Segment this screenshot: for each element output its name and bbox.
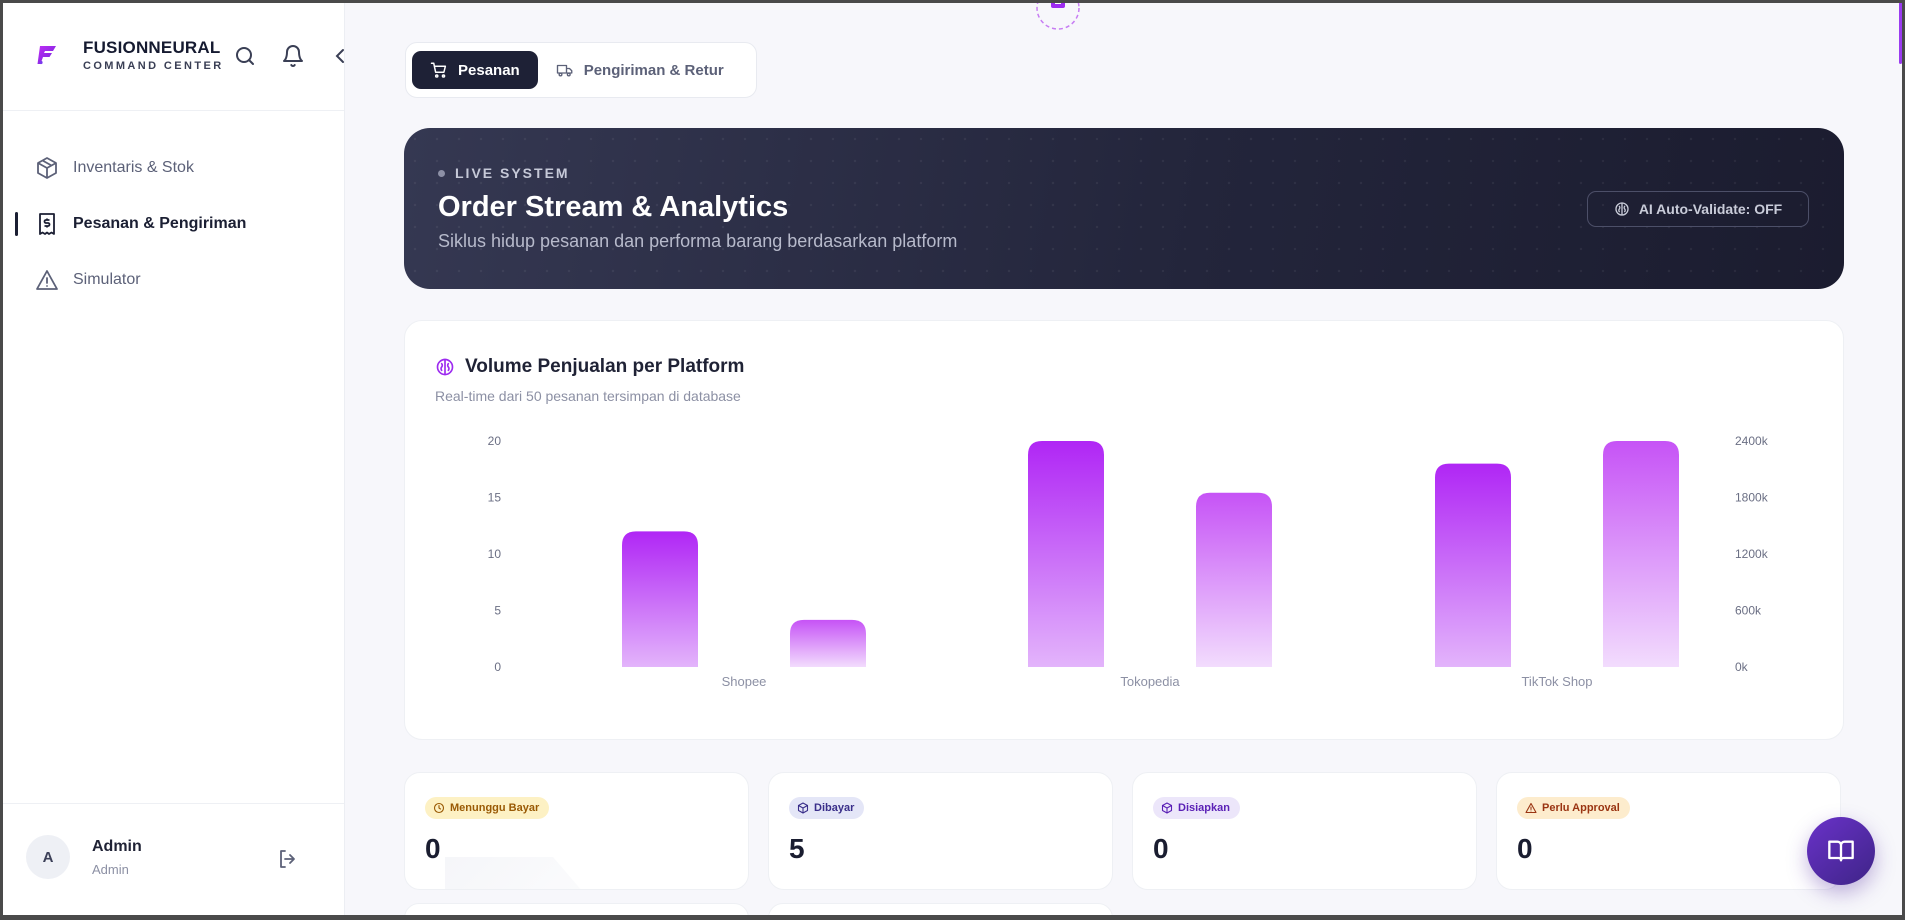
status-badge-label: Disiapkan [1178, 802, 1230, 814]
bar-left-series [622, 531, 698, 667]
search-icon[interactable] [233, 44, 257, 68]
hero-banner: LIVE SYSTEM Order Stream & Analytics Sik… [404, 128, 1844, 289]
logout-icon[interactable] [276, 847, 300, 871]
status-count: 0 [1517, 833, 1533, 864]
sidebar-item-pesanan[interactable]: Pesanan & Pengiriman [0, 196, 345, 252]
sidebar-item-label: Pesanan & Pengiriman [73, 215, 247, 232]
status-badge: Menunggu Bayar [425, 797, 550, 819]
status-badge: Disiapkan [1153, 797, 1240, 819]
chevron-left-icon[interactable] [328, 44, 352, 68]
clock-icon [433, 802, 445, 814]
status-badge-label: Menunggu Bayar [450, 802, 540, 814]
alert-triangle-icon [1525, 802, 1537, 814]
brand-logo-icon [37, 46, 56, 65]
tab-label: Pesanan [458, 61, 520, 79]
bar-right-series [1196, 492, 1272, 667]
status-card[interactable]: Perlu Approval 0 [1496, 772, 1841, 890]
tab-pengiriman-retur[interactable]: Pengiriman & Retur [538, 51, 742, 89]
brand[interactable]: FUSIONNEURAL COMMAND CENTER [35, 38, 224, 72]
y-axis-left-tick-label: 10 [488, 547, 502, 561]
chart-title: Volume Penjualan per Platform [435, 356, 744, 378]
tab-pesanan[interactable]: Pesanan [412, 51, 538, 89]
y-axis-right-tick-label: 2400k [1735, 434, 1769, 448]
status-card[interactable]: Menunggu Bayar 0 [404, 772, 749, 890]
bar-chart: 0 5 10 15 20 0k 600k 1200k 1800k 2400k Shopee Tokop… [488, 434, 1769, 689]
y-axis-left-tick-label: 15 [488, 491, 502, 505]
bar-left-series [1435, 463, 1511, 667]
status-badge: Perlu Approval [1517, 797, 1630, 819]
package-icon [37, 157, 57, 179]
x-axis-category-label: Shopee [722, 674, 767, 689]
user-name: Admin [92, 837, 142, 855]
ai-auto-validate-label: AI Auto-Validate: OFF [1638, 201, 1783, 217]
live-system-indicator: LIVE SYSTEM [438, 165, 570, 181]
x-axis-category-label: Tokopedia [1120, 674, 1180, 689]
chart-subtitle: Real-time dari 50 pesanan tersimpan di d… [435, 388, 741, 404]
box-icon [797, 802, 809, 814]
sidebar-item-label: Inventaris & Stok [73, 159, 194, 176]
status-card[interactable]: Disiapkan 0 [1132, 772, 1477, 890]
cpu-chip-icon [1036, 0, 1080, 30]
ai-auto-validate-toggle[interactable]: AI Auto-Validate: OFF [1587, 191, 1809, 227]
x-axis-category-label: TikTok Shop [1521, 674, 1592, 689]
status-count: 0 [425, 833, 441, 864]
y-axis-right-tick-label: 0k [1735, 660, 1749, 674]
sidebar-item-inventaris[interactable]: Inventaris & Stok [0, 140, 345, 196]
sales-volume-chart-card: Volume Penjualan per Platform Real-time … [404, 320, 1844, 740]
book-icon [1828, 840, 1854, 862]
page-title: Order Stream & Analytics [438, 191, 789, 223]
status-badge-label: Perlu Approval [1542, 802, 1620, 814]
sidebar-item-simulator[interactable]: Simulator [0, 252, 345, 308]
sidebar: FUSIONNEURAL COMMAND CENTER Inventaris &… [0, 0, 345, 920]
sidebar-nav: Inventaris & Stok Pesanan & Pengiriman S… [0, 140, 345, 308]
status-card[interactable]: Dibayar 5 [768, 772, 1113, 890]
guide-book-button[interactable] [1807, 817, 1875, 885]
user-role: Admin [92, 861, 129, 877]
brand-subtitle: COMMAND CENTER [83, 60, 224, 72]
tab-label: Pengiriman & Retur [583, 61, 724, 79]
warning-triangle-icon [36, 270, 58, 290]
tab-bar: Pesanan Pengiriman & Retur [405, 42, 757, 98]
bell-icon[interactable] [281, 44, 305, 68]
cart-icon [430, 62, 447, 78]
y-axis-left-tick-label: 20 [488, 434, 502, 448]
status-badge: Dibayar [789, 797, 865, 819]
y-axis-right-tick-label: 600k [1735, 604, 1762, 618]
box-icon [1161, 802, 1173, 814]
status-count: 0 [1153, 833, 1169, 864]
scroll-accent [1899, 0, 1902, 64]
y-axis-right-tick-label: 1200k [1735, 547, 1769, 561]
y-axis-right-tick-label: 1800k [1735, 491, 1769, 505]
bar-right-series [790, 619, 866, 667]
bar-left-series [1028, 441, 1104, 667]
brain-icon [436, 358, 454, 376]
truck-icon [556, 64, 573, 77]
bar-right-series [1603, 441, 1679, 667]
status-count: 5 [789, 833, 805, 864]
status-badge-label: Dibayar [814, 802, 855, 814]
avatar: A [26, 835, 70, 879]
y-axis-left-tick-label: 5 [494, 604, 501, 618]
user-profile[interactable]: A Admin Admin [26, 835, 142, 879]
y-axis-left-tick-label: 0 [494, 660, 501, 674]
page-subtitle: Siklus hidup pesanan dan performa barang… [438, 231, 958, 251]
brain-icon [1615, 202, 1629, 216]
sidebar-item-label: Simulator [73, 271, 141, 288]
receipt-icon [39, 213, 55, 235]
brand-name: FUSIONNEURAL [83, 38, 221, 57]
